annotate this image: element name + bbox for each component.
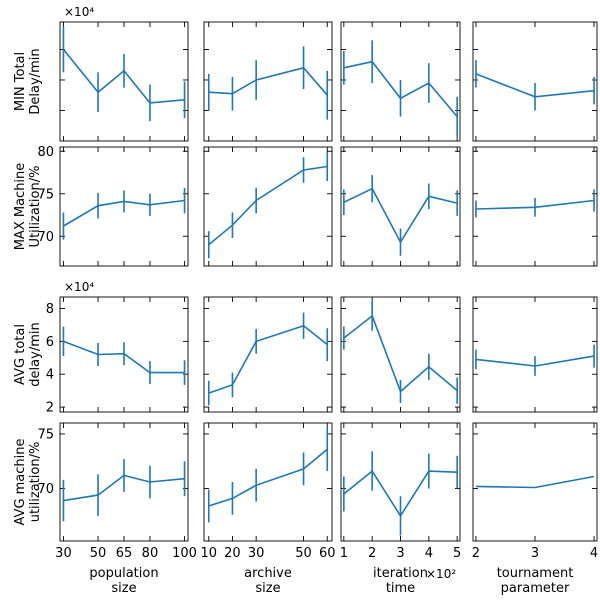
- panel-frame: [472, 296, 598, 413]
- x-tick-label: 20: [224, 546, 241, 561]
- x-axis-label: population size: [89, 566, 158, 596]
- x-tick-label: 2: [368, 546, 376, 561]
- series-line: [208, 448, 328, 507]
- y-tick-label: 80: [37, 145, 54, 160]
- x-tick-label: 10: [200, 546, 217, 561]
- x-axis-label: iteration time: [373, 566, 428, 596]
- y-tick-label: 4: [46, 368, 54, 383]
- x-tick-label: 2: [472, 546, 480, 561]
- x-tick-label: 1: [340, 546, 348, 561]
- y-tick-label: 70: [37, 482, 54, 497]
- x-tick-label: 50: [90, 546, 107, 561]
- y-tick-label: 75: [37, 427, 54, 442]
- y-axis-label: MIN TotalDelay/min: [13, 48, 43, 114]
- series-line: [208, 66, 328, 96]
- y-offset-label: ×10⁴: [64, 280, 94, 294]
- x-axis-label: tournament parameter: [497, 566, 574, 596]
- x-tick-label: 4: [425, 546, 433, 561]
- panel-frame: [472, 422, 598, 542]
- panel-frame: [203, 296, 333, 413]
- panel-frame: [203, 422, 333, 542]
- series-line: [208, 165, 328, 246]
- y-axis-label: AVG machineutilization/%: [13, 438, 43, 525]
- series-line: [475, 475, 595, 489]
- x-tick-label: 60: [319, 546, 336, 561]
- x-tick-label: 3: [531, 546, 539, 561]
- x-tick-label: 80: [142, 546, 159, 561]
- x-tick-label: 4: [590, 546, 598, 561]
- y-offset-label: ×10⁴: [64, 5, 94, 19]
- x-tick-label: 3: [396, 546, 404, 561]
- y-axis-label: AVG totaldelay/min: [13, 322, 43, 386]
- x-tick-label: 30: [55, 546, 72, 561]
- y-tick-label: 2: [46, 401, 54, 416]
- x-tick-label: 5: [453, 546, 461, 561]
- x-offset-label: ×10²: [426, 567, 456, 581]
- y-tick-label: 8: [46, 302, 54, 317]
- panel-frame: [203, 21, 333, 142]
- y-tick-label: 6: [46, 335, 54, 350]
- y-tick-label: 75: [37, 187, 54, 202]
- y-axis-label: MAX MachineUtilization/%: [13, 163, 43, 251]
- y-tick-label: 70: [37, 230, 54, 245]
- x-tick-label: 100: [172, 546, 197, 561]
- panel-frame: [203, 146, 333, 267]
- x-tick-label: 30: [248, 546, 265, 561]
- series-line: [208, 324, 328, 394]
- x-axis-label: archive size: [244, 566, 292, 596]
- panel-frame: [472, 21, 598, 142]
- x-tick-label: 65: [116, 546, 133, 561]
- x-tick-label: 50: [295, 546, 312, 561]
